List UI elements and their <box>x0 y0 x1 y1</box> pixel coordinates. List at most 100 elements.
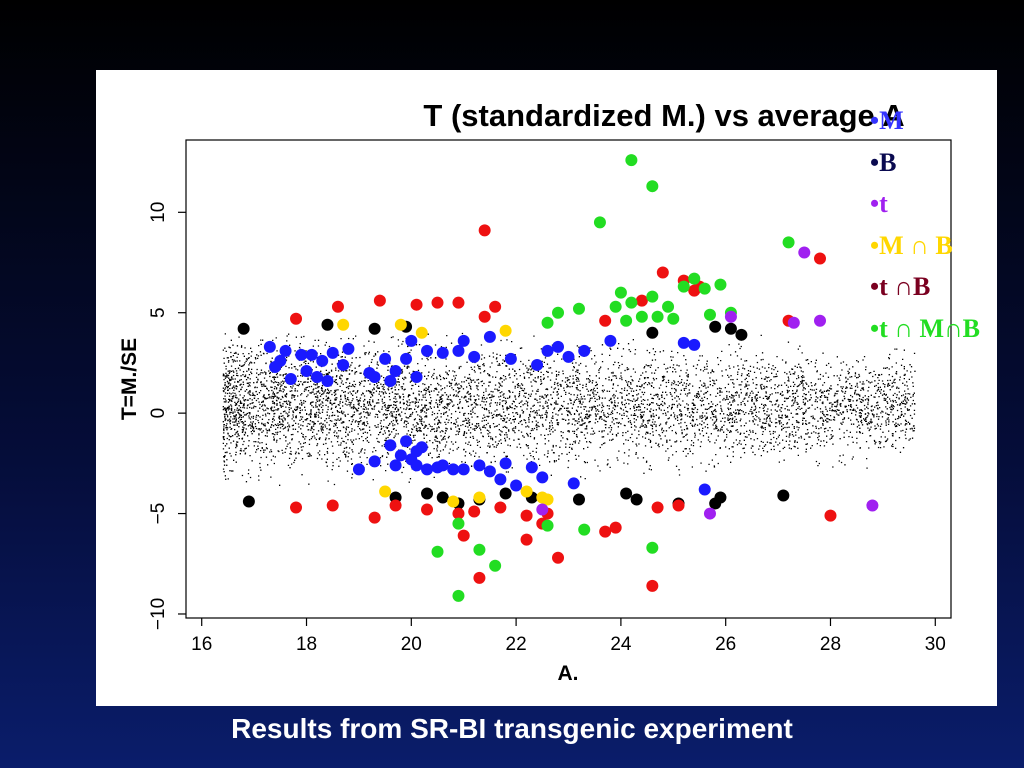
point-blue <box>604 334 617 347</box>
point-green <box>646 180 659 193</box>
legend-item: •t ∩B <box>870 266 1024 308</box>
x-tick-label: 30 <box>925 634 946 655</box>
point-blue <box>305 348 318 361</box>
point-green <box>677 280 690 293</box>
point-black <box>630 493 643 506</box>
x-tick-label: 24 <box>610 634 632 655</box>
point-blue <box>468 350 481 363</box>
point-blue <box>410 445 423 458</box>
point-red <box>656 266 669 279</box>
chart-title: T (standardized M.) vs average A <box>423 98 904 133</box>
point-yellow <box>415 326 428 339</box>
x-tick-label: 26 <box>715 634 736 655</box>
point-red <box>473 571 486 584</box>
point-green <box>552 306 565 319</box>
point-purple <box>536 503 549 516</box>
point-blue <box>326 346 339 359</box>
point-red <box>520 509 533 522</box>
point-yellow <box>499 324 512 337</box>
legend-bullet: • <box>870 230 880 260</box>
legend-label: B <box>879 147 897 177</box>
point-green <box>473 543 486 556</box>
point-blue <box>274 354 287 367</box>
point-green <box>625 154 638 167</box>
point-black <box>646 326 659 339</box>
point-yellow <box>536 491 549 504</box>
caption: Results from SR-BI transgenic experiment <box>231 713 793 744</box>
point-red <box>421 503 434 516</box>
point-blue <box>473 459 486 472</box>
plot-frame <box>185 139 952 619</box>
point-blue <box>499 457 512 470</box>
y-tick-label: 10 <box>148 202 169 223</box>
point-red <box>457 529 470 542</box>
point-blue <box>688 338 701 351</box>
point-blue <box>384 439 397 452</box>
point-blue <box>698 483 711 496</box>
point-blue <box>263 340 276 353</box>
legend-bullet: • <box>870 106 880 135</box>
legend-label: M ∩ B <box>879 230 953 260</box>
point-blue <box>494 473 507 486</box>
point-blue <box>452 344 465 357</box>
point-blue <box>389 364 402 377</box>
point-black <box>724 322 737 335</box>
legend-label: t <box>879 189 888 218</box>
point-red <box>651 501 664 514</box>
point-blue <box>384 375 397 388</box>
point-red <box>599 314 612 327</box>
legend-item: •M ∩ B <box>870 225 1024 267</box>
point-green <box>667 312 680 325</box>
point-green <box>635 310 648 323</box>
point-blue <box>483 330 496 343</box>
point-red <box>520 533 533 546</box>
point-blue <box>321 375 334 388</box>
point-blue <box>379 352 392 365</box>
point-black <box>436 491 449 504</box>
point-blue <box>410 370 423 383</box>
point-blue <box>677 336 690 349</box>
point-black <box>620 487 633 500</box>
point-red <box>326 499 339 512</box>
legend: •M •B •t •M ∩ B •t ∩B •t ∩ M∩B <box>870 100 1024 349</box>
point-blue <box>410 459 423 472</box>
legend-bullet: • <box>870 189 880 218</box>
x-tick-label: 28 <box>820 634 841 655</box>
point-green <box>489 559 502 572</box>
point-yellow <box>520 485 533 498</box>
point-purple <box>724 310 737 323</box>
y-tick-label: −5 <box>148 503 169 525</box>
point-blue <box>567 477 580 490</box>
point-green <box>609 300 622 313</box>
point-blue <box>457 334 470 347</box>
legend-item: •B <box>870 142 1024 184</box>
x-tick-label: 18 <box>296 634 317 655</box>
point-red <box>494 501 507 514</box>
point-black <box>735 328 748 341</box>
point-blue <box>541 344 554 357</box>
y-tick-label: 5 <box>148 307 169 318</box>
point-red <box>389 499 402 512</box>
point-blue <box>510 479 523 492</box>
point-blue <box>578 344 591 357</box>
scatter-chart: T (standardized M.) vs average A 16 18 20 2… <box>118 98 952 685</box>
point-red <box>824 509 837 522</box>
point-blue <box>447 463 460 476</box>
point-black <box>242 495 255 508</box>
point-green <box>662 300 675 313</box>
point-yellow <box>379 485 392 498</box>
legend-item: •M <box>870 100 1024 142</box>
point-blue <box>368 455 381 468</box>
point-red <box>635 294 648 307</box>
point-red <box>599 525 612 538</box>
point-purple <box>814 314 827 327</box>
point-red <box>290 501 303 514</box>
point-red <box>672 499 685 512</box>
legend-bullet: • <box>870 272 880 301</box>
point-blue <box>394 449 407 462</box>
point-green <box>714 278 727 291</box>
point-purple <box>798 246 811 259</box>
point-red <box>489 300 502 313</box>
point-green <box>614 286 627 299</box>
point-black <box>572 493 585 506</box>
